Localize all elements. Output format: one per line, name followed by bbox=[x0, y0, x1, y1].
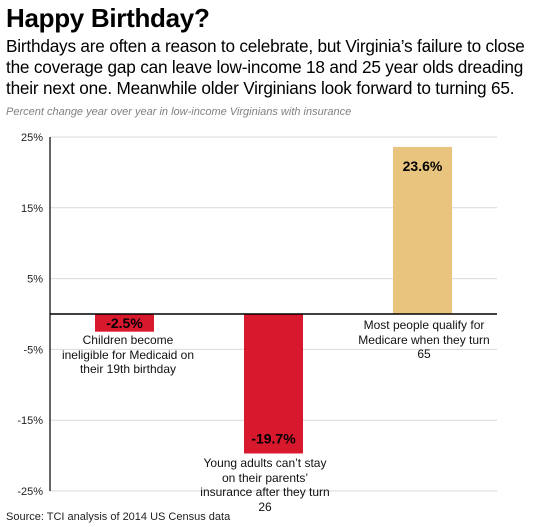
y-tick-label: -5% bbox=[23, 344, 43, 356]
chart-title: Happy Birthday? bbox=[6, 3, 210, 33]
y-tick-label: -15% bbox=[17, 415, 43, 427]
y-tick-label: 15% bbox=[21, 203, 43, 215]
bar bbox=[95, 314, 154, 332]
bar bbox=[244, 314, 303, 454]
y-tick-label: 5% bbox=[27, 274, 43, 286]
chart-note: Percent change year over year in low-inc… bbox=[6, 106, 352, 118]
annotation-medicare: Most people qualify for Medicare when th… bbox=[358, 318, 490, 361]
chart-subtitle: Birthdays are often a reason to celebrat… bbox=[6, 36, 525, 98]
annotation-children: Children become ineligible for Medicaid … bbox=[61, 333, 195, 376]
data-label: 23.6% bbox=[403, 158, 443, 174]
data-label: -19.7% bbox=[251, 430, 296, 446]
y-tick-label: -25% bbox=[17, 486, 43, 498]
annotation-young-adults: Young adults can’t stay on their parents… bbox=[200, 456, 330, 514]
data-label: -2.5% bbox=[106, 315, 143, 331]
source-note: Source: TCI analysis of 2014 US Census d… bbox=[6, 511, 231, 523]
bar bbox=[393, 146, 452, 314]
y-tick-label: 25% bbox=[21, 132, 43, 144]
